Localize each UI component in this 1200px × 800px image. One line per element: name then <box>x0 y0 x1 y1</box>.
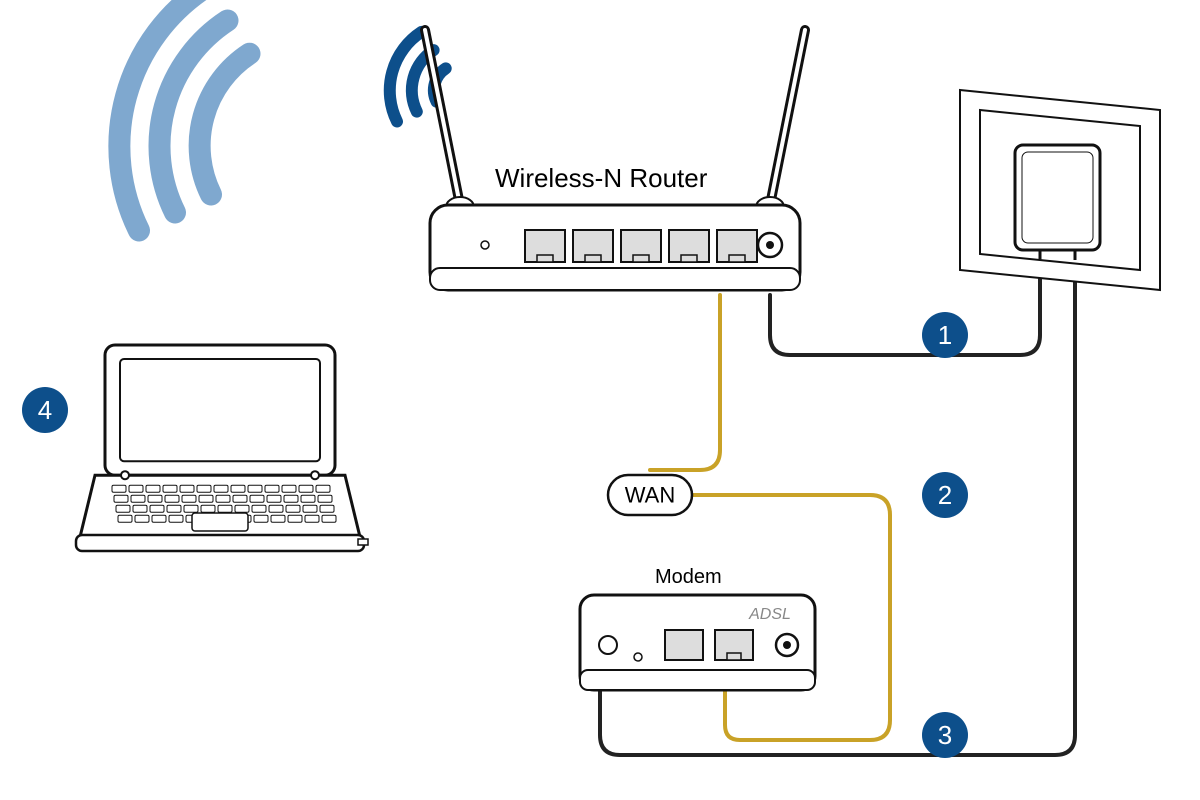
svg-text:3: 3 <box>938 720 952 750</box>
wifi-signal-icon <box>119 0 445 230</box>
modem-label: Modem <box>655 566 722 588</box>
svg-text:4: 4 <box>38 395 52 425</box>
wan-label-bubble: WAN <box>608 475 692 515</box>
wan-cable-a <box>650 295 720 470</box>
step-badge-3: 3 <box>922 712 968 758</box>
wan-label: WAN <box>625 483 676 508</box>
step-badge-4: 4 <box>22 387 68 433</box>
router: Wireless-N Router <box>425 30 805 290</box>
laptop <box>76 345 368 551</box>
step-badge-2: 2 <box>922 472 968 518</box>
step-badge-1: 1 <box>922 312 968 358</box>
svg-text:2: 2 <box>938 480 952 510</box>
svg-text:1: 1 <box>938 320 952 350</box>
router-label: Wireless-N Router <box>495 163 708 193</box>
adsl-label: ADSL <box>748 606 791 623</box>
modem: ADSL Modem <box>580 566 815 690</box>
wall-outlet <box>960 90 1160 290</box>
